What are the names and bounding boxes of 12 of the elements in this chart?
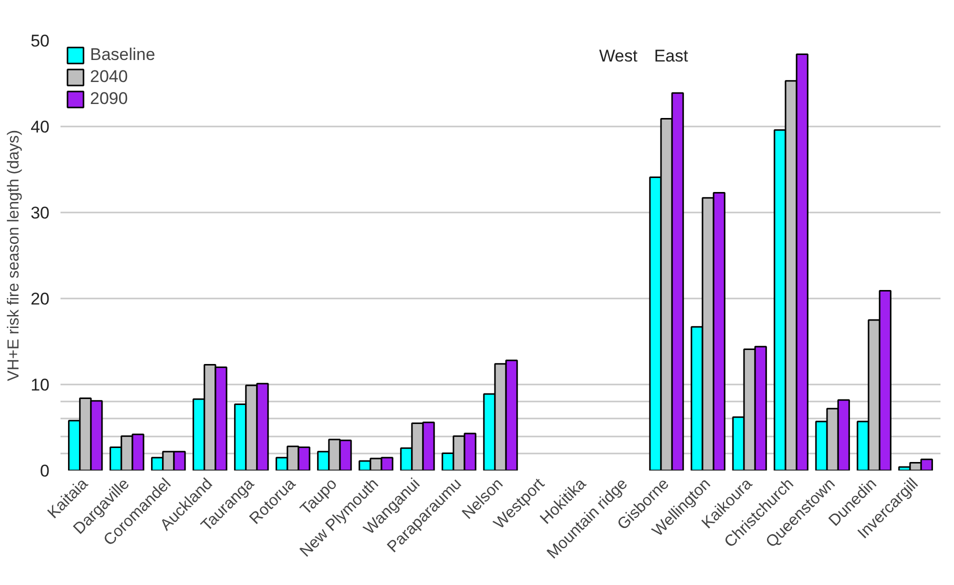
y-tick-label: 30 <box>30 204 50 222</box>
legend-label: 2040 <box>90 67 128 87</box>
y-axis-title: VH+E risk fire season length (days) <box>6 130 23 382</box>
y-tick-label: 10 <box>30 376 50 394</box>
annotation: West <box>599 46 638 66</box>
y-tick-label: 0 <box>40 462 50 480</box>
y-tick-label: 40 <box>30 118 50 136</box>
annotation: East <box>654 46 688 66</box>
legend-label: Baseline <box>90 45 156 65</box>
y-tick-label: 20 <box>30 290 50 308</box>
y-tick-label: 50 <box>30 32 50 50</box>
legend-label: 2090 <box>90 89 128 109</box>
